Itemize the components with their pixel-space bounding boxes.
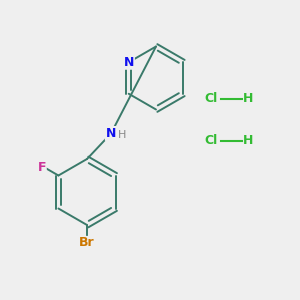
Text: Cl: Cl <box>204 134 217 148</box>
Text: H: H <box>118 130 127 140</box>
Text: H: H <box>243 134 254 148</box>
Text: N: N <box>124 56 134 69</box>
Text: Cl: Cl <box>204 92 217 106</box>
Text: F: F <box>38 160 46 174</box>
Text: N: N <box>106 127 116 140</box>
Text: Br: Br <box>79 236 95 250</box>
Text: H: H <box>243 92 254 106</box>
